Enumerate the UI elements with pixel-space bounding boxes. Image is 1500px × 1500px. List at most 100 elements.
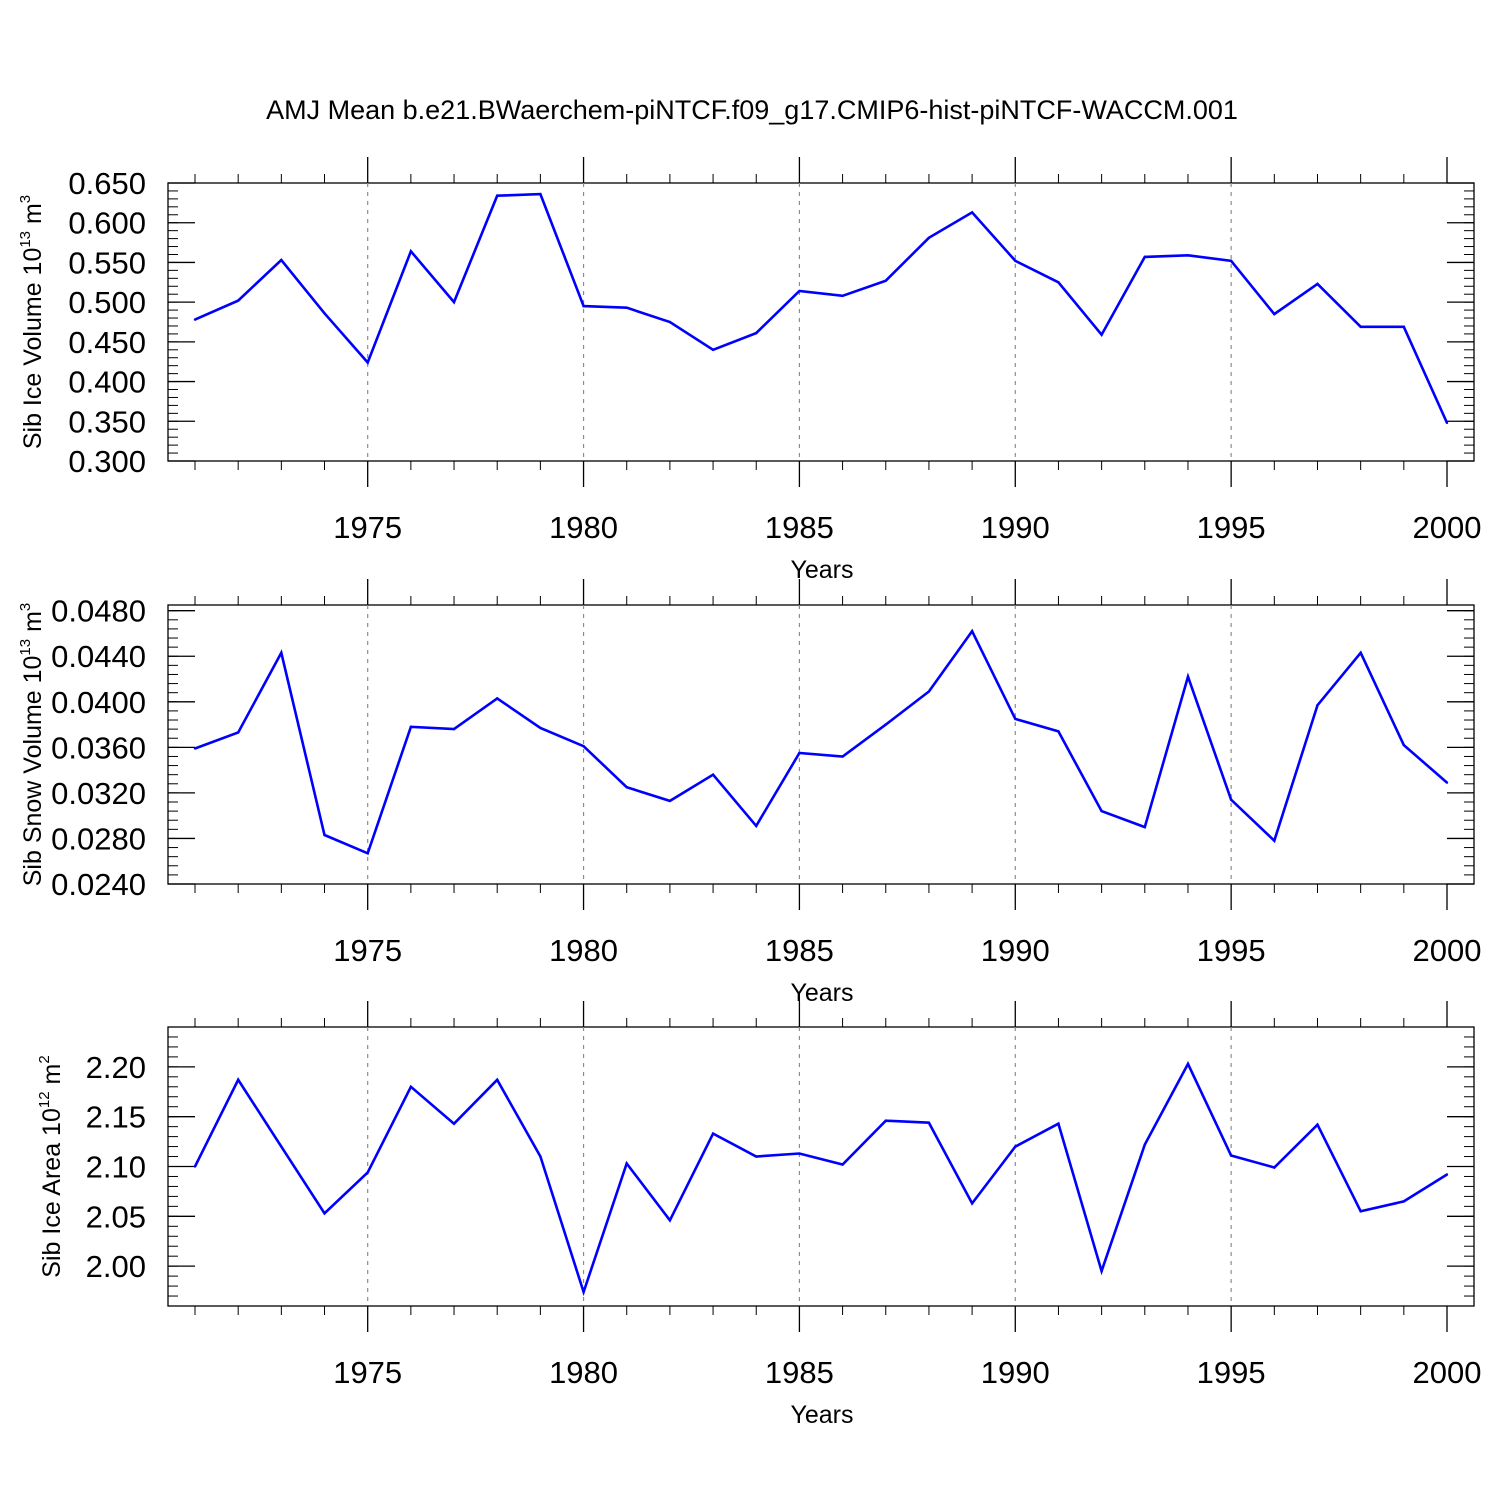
y-axis-label-text: Sib Ice Volume 10 — [19, 248, 47, 450]
x-tick-label: 1995 — [1197, 933, 1266, 968]
data-point — [1445, 1173, 1449, 1176]
data-point — [323, 312, 326, 315]
y-axis-label: Sib Snow Volume 1013 m3 — [17, 603, 47, 887]
data-point — [1402, 1200, 1406, 1203]
data-point — [841, 755, 844, 758]
data-point — [496, 194, 499, 197]
data-point — [970, 1202, 974, 1205]
x-axis-label: Years — [790, 1401, 853, 1429]
data-point — [625, 1162, 628, 1165]
y-tick-label: 0.0400 — [51, 685, 146, 720]
x-tick-label: 2000 — [1413, 933, 1482, 968]
data-point — [1402, 325, 1406, 328]
data-point — [1273, 1166, 1276, 1169]
y-axis-label-unit: m — [38, 1064, 66, 1092]
data-point — [236, 731, 240, 734]
chart-panel-3: 2.00 2.05 2.10 2.15 2.20 1975 1980 1985 1990 1995… — [36, 1001, 1481, 1429]
x-tick-label: 1980 — [549, 933, 618, 968]
data-point — [1143, 1143, 1146, 1146]
y-tick-label: 0.0480 — [51, 594, 146, 629]
data-point — [1057, 1122, 1060, 1125]
y-axis-label: Sib Ice Area 1012 m2 — [36, 1055, 66, 1277]
y-axis-label-exponent: 13 — [17, 231, 34, 248]
x-tick-label: 1995 — [1197, 1355, 1266, 1390]
y-tick-label: 0.400 — [68, 365, 146, 400]
data-point — [582, 1290, 585, 1294]
data-point — [1143, 825, 1146, 829]
x-tick-label: 1975 — [333, 933, 402, 968]
chart-panel-2: 0.0240 0.0280 0.0320 0.0360 0.0400 0.0440 0.04… — [17, 579, 1481, 1007]
data-point — [798, 289, 801, 293]
plot-frame — [167, 604, 1475, 885]
y-tick-label: 0.350 — [68, 404, 146, 439]
y-axis-label-exponent: 12 — [36, 1091, 53, 1108]
data-point — [1186, 1062, 1190, 1066]
x-tick-label: 2000 — [1413, 1355, 1482, 1390]
data-point — [927, 236, 931, 240]
plot-frame — [167, 182, 1475, 462]
x-tick-label: 1995 — [1197, 510, 1266, 545]
y-tick-label: 0.450 — [68, 325, 146, 360]
data-point — [1057, 281, 1060, 284]
y-tick-label: 0.500 — [68, 285, 146, 320]
data-point — [1186, 675, 1190, 678]
y-axis-label-text: Sib Ice Area 10 — [38, 1108, 66, 1278]
data-point — [1014, 259, 1017, 263]
data-point — [236, 1078, 240, 1082]
data-point — [366, 852, 369, 855]
data-point — [1229, 259, 1233, 263]
data-point — [452, 1122, 456, 1125]
x-axis-label: Years — [790, 979, 853, 1007]
y-axis-label-exponent: 13 — [17, 639, 34, 656]
data-point — [280, 1145, 283, 1148]
y-tick-label: 0.600 — [68, 206, 146, 241]
series-line — [194, 192, 1449, 424]
data-point — [280, 258, 283, 262]
data-point — [798, 1152, 801, 1155]
y-tick-label: 0.0320 — [51, 776, 146, 811]
y-tick-label: 2.05 — [86, 1199, 146, 1234]
y-tick-label: 2.15 — [86, 1100, 146, 1135]
x-tick-label: 1990 — [981, 933, 1050, 968]
data-point — [1229, 1154, 1233, 1157]
y-tick-label: 0.650 — [68, 166, 146, 201]
data-point — [668, 1219, 672, 1222]
y-tick-label: 2.20 — [86, 1050, 146, 1085]
x-tick-label: 1990 — [981, 1355, 1050, 1390]
data-point — [1316, 282, 1319, 286]
data-point — [1273, 839, 1276, 842]
x-axis-label: Years — [790, 556, 853, 584]
y-axis-label-unit: m — [19, 203, 47, 231]
plot-frame — [167, 1026, 1475, 1307]
data-point — [452, 300, 456, 304]
data-point — [1273, 312, 1276, 316]
x-tick-label: 1985 — [765, 933, 834, 968]
data-point — [193, 318, 197, 321]
data-point — [884, 723, 887, 726]
data-point — [668, 799, 672, 803]
data-point — [1229, 798, 1233, 801]
data-point — [970, 211, 974, 214]
y-tick-label: 0.0360 — [51, 730, 146, 765]
y-tick-label: 2.10 — [86, 1150, 146, 1185]
data-point — [1100, 333, 1103, 336]
data-point — [366, 1171, 369, 1174]
data-point — [1359, 1210, 1362, 1213]
data-point — [193, 747, 197, 750]
data-point — [366, 361, 369, 364]
data-point — [496, 1078, 499, 1082]
data-point — [755, 331, 758, 335]
data-point — [323, 1212, 326, 1215]
data-point — [1057, 730, 1060, 733]
data-point — [884, 1119, 887, 1122]
y-tick-label: 0.0280 — [51, 821, 146, 856]
data-point — [970, 629, 974, 633]
data-point — [927, 690, 931, 693]
data-point — [755, 1155, 758, 1158]
panels: 0.300 0.350 0.400 0.450 0.500 0.550 0.600 0.650… — [17, 157, 1481, 1429]
data-point — [1316, 1123, 1319, 1126]
data-point — [1359, 325, 1362, 328]
x-tick-label: 2000 — [1413, 510, 1482, 545]
y-axis-label-text: Sib Snow Volume 10 — [19, 656, 47, 887]
data-point — [711, 348, 715, 351]
